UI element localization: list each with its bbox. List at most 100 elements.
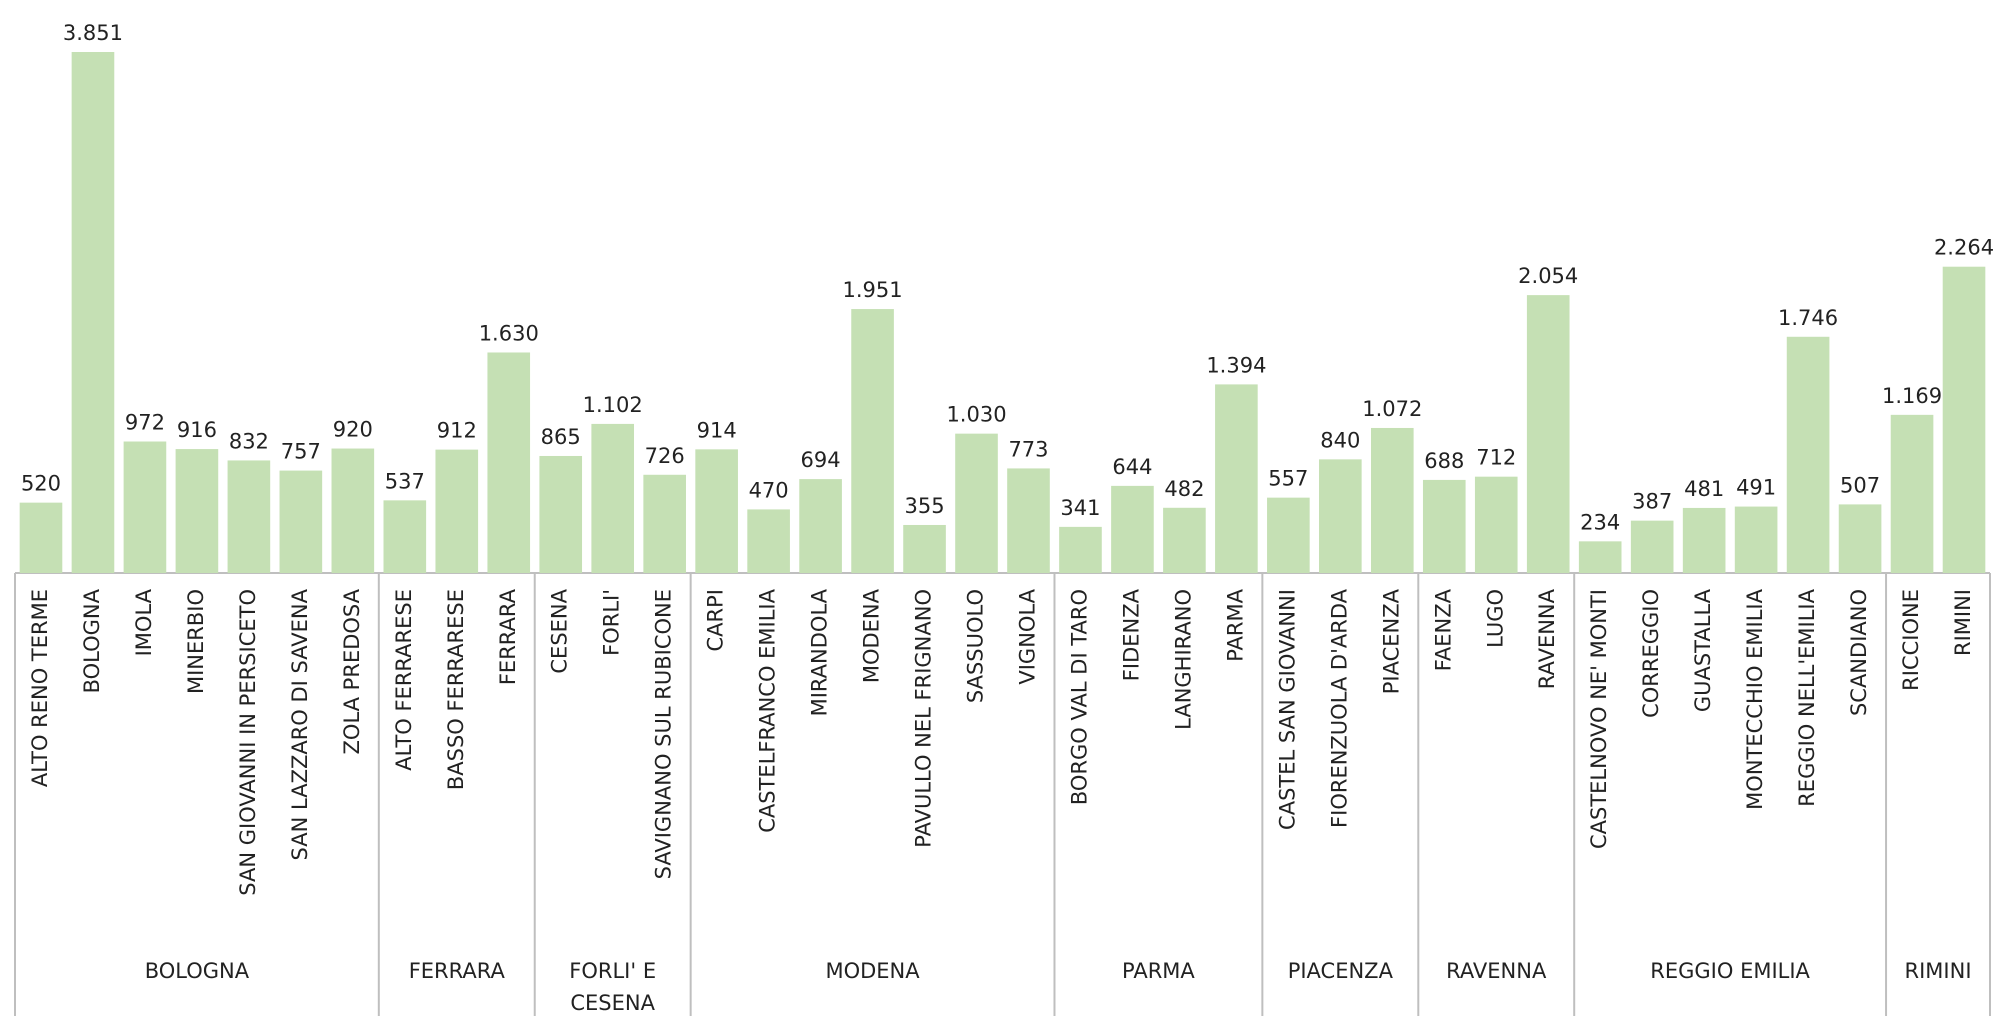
- data-label: 920: [333, 418, 373, 442]
- x-tick-label: MONTECCHIO EMILIA: [1743, 588, 1767, 809]
- bar: [747, 509, 790, 573]
- bar: [1682, 507, 1726, 573]
- bar: [1007, 468, 1050, 573]
- x-tick-label: ZOLA PREDOSA: [340, 588, 364, 754]
- x-tick-label: SASSUOLO: [964, 589, 988, 703]
- group-label: RIMINI: [1904, 959, 1972, 983]
- data-label: 1.951: [843, 278, 903, 302]
- data-label: 491: [1736, 476, 1776, 500]
- bar: [1163, 507, 1206, 573]
- group-label: FORLI' E CESENA: [569, 959, 657, 1015]
- data-label: 481: [1684, 477, 1724, 501]
- bar: [1215, 384, 1258, 573]
- x-tick-label: RAVENNA: [1535, 588, 1559, 689]
- data-label: 1.630: [479, 321, 539, 345]
- x-tick-label: ALTO RENO TERME: [28, 589, 52, 787]
- x-tick-label: LUGO: [1483, 589, 1507, 648]
- bar: [1838, 504, 1882, 573]
- x-tick-label: SAVIGNANO SUL RUBICONE: [652, 589, 676, 879]
- data-label: 2.264: [1934, 236, 1994, 260]
- data-label: 3.851: [63, 21, 123, 45]
- x-tick-label: VIGNOLA: [1015, 588, 1039, 684]
- x-tick-label: FORLI': [600, 589, 624, 656]
- bar: [1319, 459, 1362, 573]
- data-label: 507: [1840, 473, 1880, 497]
- x-tick-label: CESENA: [548, 588, 572, 673]
- x-tick-label: BASSO FERRARESE: [444, 589, 468, 790]
- group-label: REGGIO EMILIA: [1650, 959, 1810, 983]
- bar: [123, 441, 167, 573]
- data-label: 914: [697, 418, 737, 442]
- bar: [1578, 541, 1622, 573]
- x-tick-label: CARPI: [704, 589, 728, 651]
- bar: [19, 502, 63, 573]
- bar: [1370, 427, 1414, 573]
- x-tick-label: SAN GIOVANNI IN PERSICETO: [236, 589, 260, 896]
- group-label: PIACENZA: [1287, 959, 1393, 983]
- data-label: 234: [1580, 510, 1620, 534]
- data-label: 2.054: [1518, 264, 1578, 288]
- bar: [1474, 476, 1518, 573]
- data-label: 355: [904, 494, 944, 518]
- bar: [799, 479, 842, 573]
- x-tick-label: BORGO VAL DI TARO: [1067, 589, 1091, 805]
- x-tick-label: CASTEL SAN GIOVANNI: [1275, 589, 1299, 830]
- bar: [695, 449, 738, 573]
- x-tick-label: MODENA: [860, 588, 884, 683]
- bar: [1422, 479, 1466, 573]
- data-label: 1.746: [1778, 306, 1838, 330]
- bar: [279, 470, 323, 573]
- data-label: 387: [1632, 490, 1672, 514]
- data-label: 644: [1112, 455, 1152, 479]
- data-label: 757: [281, 440, 321, 464]
- bar: [383, 500, 427, 573]
- data-label: 520: [21, 472, 61, 496]
- x-tick-label: MINERBIO: [184, 589, 208, 694]
- x-tick-label: FAENZA: [1431, 588, 1455, 671]
- bar: [1890, 414, 1934, 573]
- x-tick-label: CORREGGIO: [1639, 589, 1663, 718]
- bar: [851, 309, 894, 573]
- x-tick-label: SCANDIANO: [1847, 589, 1871, 716]
- bar: [1630, 520, 1674, 573]
- x-tick-label: CASTELFRANCO EMILIA: [756, 588, 780, 832]
- data-label: 726: [645, 444, 685, 468]
- x-tick-label: PAVULLO NEL FRIGNANO: [912, 589, 936, 848]
- x-tick-label: ALTO FERRARESE: [392, 589, 416, 771]
- x-tick-label: FIDENZA: [1119, 588, 1143, 681]
- bar: [539, 455, 583, 573]
- data-label: 972: [125, 410, 165, 434]
- x-tick-label: REGGIO NELL'EMILIA: [1795, 588, 1819, 806]
- data-label: 832: [229, 429, 269, 453]
- bar: [1111, 485, 1154, 573]
- bar: [175, 449, 219, 573]
- bar: [903, 524, 946, 573]
- data-label: 537: [385, 469, 425, 493]
- data-label: 341: [1060, 496, 1100, 520]
- bar: [227, 460, 271, 573]
- data-label: 1.394: [1206, 353, 1266, 377]
- x-tick-label: PIACENZA: [1379, 588, 1403, 694]
- x-tick-label: BOLOGNA: [80, 588, 104, 693]
- bar: [643, 474, 686, 573]
- group-label: PARMA: [1122, 959, 1195, 983]
- bar: [487, 352, 531, 573]
- x-tick-label: SAN LAZZARO DI SAVENA: [288, 588, 312, 860]
- bar: [435, 449, 479, 573]
- x-tick-label: RIMINI: [1951, 589, 1975, 656]
- bar: [1942, 266, 1986, 573]
- data-label: 712: [1476, 446, 1516, 470]
- bar: [1059, 526, 1102, 573]
- data-label: 688: [1424, 449, 1464, 473]
- data-label: 694: [801, 448, 841, 472]
- data-label: 557: [1268, 467, 1308, 491]
- data-label: 1.169: [1882, 384, 1942, 408]
- x-tick-label: IMOLA: [132, 588, 156, 656]
- data-label: 865: [541, 425, 581, 449]
- bar: [331, 448, 375, 573]
- bar: [591, 423, 635, 573]
- data-label: 470: [749, 478, 789, 502]
- bar: [1526, 295, 1570, 573]
- data-label: 916: [177, 418, 217, 442]
